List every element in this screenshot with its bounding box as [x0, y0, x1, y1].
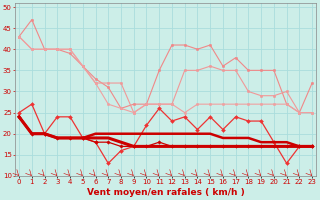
X-axis label: Vent moyen/en rafales ( km/h ): Vent moyen/en rafales ( km/h )	[87, 188, 244, 197]
